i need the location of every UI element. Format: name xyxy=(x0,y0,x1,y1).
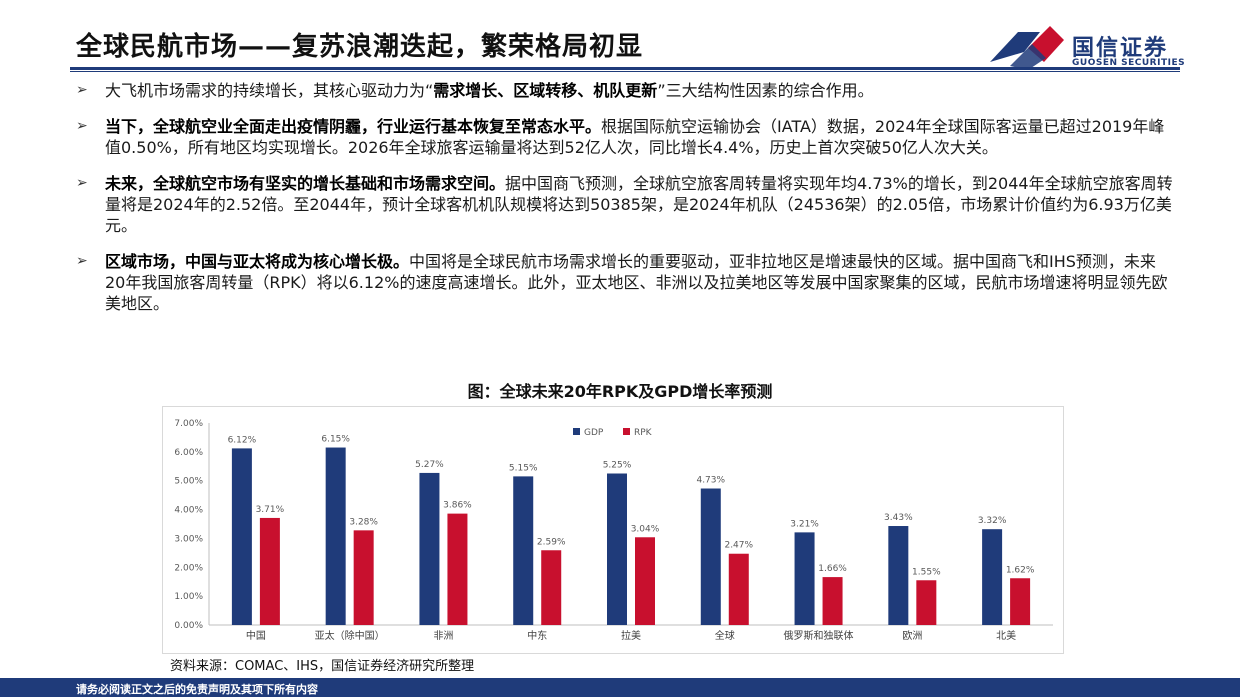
y-tick-label: 3.00% xyxy=(174,534,203,544)
page-title: 全球民航市场——复苏浪潮迭起，繁荣格局初显 xyxy=(76,32,644,62)
x-tick-label: 亚太（除中国） xyxy=(315,629,385,642)
footer-disclaimer: 请务必阅读正文之后的免责声明及其项下所有内容 xyxy=(76,683,318,696)
bullet-item: ➢ 区域市场，中国与亚太将成为核心增长极。中国将是全球民航市场需求增长的重要驱动… xyxy=(76,251,1176,314)
arrow-bullet-icon: ➢ xyxy=(76,175,88,191)
x-tick-label: 北美 xyxy=(996,629,1016,642)
bullet-text-bold: 当下，全球航空业全面走出疫情阴霾，行业运行基本恢复至常态水平。 xyxy=(105,117,602,136)
bar-gdp xyxy=(982,529,1003,625)
arrow-bullet-icon: ➢ xyxy=(76,82,88,98)
data-label-rpk: 2.47% xyxy=(724,541,753,551)
x-tick-label: 拉美 xyxy=(621,629,641,642)
bar-rpk xyxy=(728,553,749,625)
bullet-item: ➢ 当下，全球航空业全面走出疫情阴霾，行业运行基本恢复至常态水平。根据国际航空运… xyxy=(76,116,1176,158)
data-label-gdp: 3.43% xyxy=(884,513,913,523)
legend-swatch-rpk xyxy=(623,428,630,435)
data-label-gdp: 3.21% xyxy=(790,519,819,529)
x-tick-label: 全球 xyxy=(715,629,735,642)
y-tick-label: 0.00% xyxy=(174,621,203,631)
data-label-rpk: 2.59% xyxy=(537,537,566,547)
data-label-rpk: 3.04% xyxy=(631,524,660,534)
data-label-rpk: 3.71% xyxy=(256,505,285,515)
bullet-text-pre: 大飞机市场需求的持续增长，其核心驱动力为“ xyxy=(105,81,434,100)
x-tick-label: 中东 xyxy=(527,629,547,642)
bar-rpk xyxy=(447,513,468,625)
y-tick-label: 7.00% xyxy=(174,419,203,429)
title-divider xyxy=(70,67,1180,70)
bar-rpk xyxy=(822,577,843,625)
bar-gdp xyxy=(325,447,346,625)
data-label-gdp: 5.27% xyxy=(415,460,444,470)
data-label-gdp: 5.15% xyxy=(509,463,538,473)
data-label-rpk: 3.86% xyxy=(443,501,472,511)
legend-label-gdp: GDP xyxy=(584,428,604,438)
data-label-gdp: 4.73% xyxy=(696,476,725,486)
arrow-bullet-icon: ➢ xyxy=(76,253,88,269)
bullet-text-bold: 未来，全球航空市场有坚实的增长基础和市场需求空间。 xyxy=(105,174,506,193)
data-label-rpk: 1.66% xyxy=(818,564,847,574)
bar-rpk xyxy=(1010,578,1031,625)
data-label-gdp: 6.15% xyxy=(321,435,350,445)
bar-rpk xyxy=(259,517,280,625)
title-divider-thin xyxy=(70,71,1180,72)
bullet-list: ➢ 大飞机市场需求的持续增长，其核心驱动力为“需求增长、区域转移、机队更新”三大… xyxy=(76,78,1176,329)
y-tick-label: 6.00% xyxy=(174,448,203,458)
x-tick-label: 欧洲 xyxy=(902,630,922,642)
y-tick-label: 2.00% xyxy=(174,563,203,573)
bar-rpk xyxy=(353,530,374,625)
arrow-bullet-icon: ➢ xyxy=(76,118,88,134)
bullet-text-post: 根据国际航空运输协会（IATA）数据，2024年全球国际客运量已超过2019年峰… xyxy=(105,117,1165,157)
legend-swatch-gdp xyxy=(573,428,580,435)
figure-source: 资料来源：COMAC、IHS，国信证券经济研究所整理 xyxy=(170,659,475,674)
bullet-item: ➢ 未来，全球航空市场有坚实的增长基础和市场需求空间。据中国商飞预测，全球航空旅… xyxy=(76,173,1176,236)
bullet-text-post: 中国将是全球民航市场需求增长的重要驱动，亚非拉地区是增速最快的区域。据中国商飞和… xyxy=(105,252,1168,313)
x-tick-label: 非洲 xyxy=(433,630,453,642)
bar-rpk xyxy=(541,550,562,625)
logo-name: 国信证券 xyxy=(1072,36,1169,61)
logo-subtitle: GUOSEN SECURITIES xyxy=(1072,58,1186,68)
bullet-text-post: ”三大结构性因素的综合作用。 xyxy=(657,81,874,100)
y-tick-label: 5.00% xyxy=(174,477,203,487)
data-label-rpk: 1.55% xyxy=(912,567,941,577)
x-tick-label: 俄罗斯和独联体 xyxy=(784,629,854,642)
bar-gdp xyxy=(794,532,815,625)
bullet-text-bold: 需求增长、区域转移、机队更新 xyxy=(433,81,658,100)
bar-gdp xyxy=(419,472,440,625)
chart-container: 0.00% 1.00% 2.00% 3.00% 4.00% 5.00% 6.00% 7.00%… xyxy=(162,406,1064,654)
figure-caption: 图：全球未来20年RPK及GPD增长率预测 xyxy=(467,382,773,401)
bar-gdp xyxy=(607,473,627,625)
bullet-text-post: 据中国商飞预测，全球航空旅客周转量将实现年均4.73%的增长，到2044年全球航… xyxy=(105,174,1173,235)
bar-gdp xyxy=(231,448,252,625)
data-label-gdp: 5.25% xyxy=(603,461,632,471)
y-tick-label: 1.00% xyxy=(174,592,203,602)
bar-gdp xyxy=(513,476,534,625)
data-label-rpk: 3.28% xyxy=(349,517,378,527)
footer-bar xyxy=(0,678,1240,697)
bar-rpk xyxy=(635,537,655,625)
bar-chart: 0.00% 1.00% 2.00% 3.00% 4.00% 5.00% 6.00% 7.00%… xyxy=(174,419,1053,642)
bullet-text-bold: 区域市场，中国与亚太将成为核心增长极。 xyxy=(105,252,410,271)
y-tick-label: 4.00% xyxy=(174,506,203,516)
bar-gdp xyxy=(700,488,721,625)
x-tick-label: 中国 xyxy=(246,629,266,642)
data-label-rpk: 1.62% xyxy=(1006,565,1035,575)
bullet-item: ➢ 大飞机市场需求的持续增长，其核心驱动力为“需求增长、区域转移、机队更新”三大… xyxy=(76,80,1176,101)
bar-rpk xyxy=(916,580,937,625)
legend-label-rpk: RPK xyxy=(634,428,653,438)
bar-gdp xyxy=(888,526,909,625)
data-label-gdp: 6.12% xyxy=(228,435,257,445)
guosen-logo-icon xyxy=(990,26,1064,70)
data-label-gdp: 3.32% xyxy=(978,516,1007,526)
